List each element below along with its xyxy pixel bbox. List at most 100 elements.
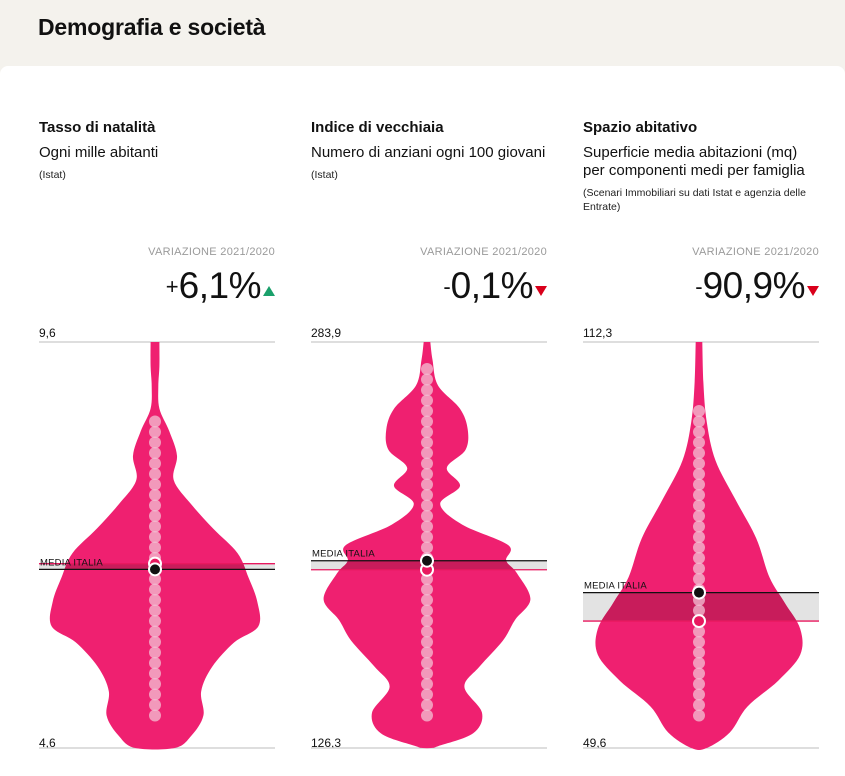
data-dot: [149, 489, 161, 501]
axis-max-label: 9,6: [39, 326, 56, 340]
data-dot: [149, 667, 161, 680]
data-dot: [693, 478, 705, 491]
data-dot: [421, 678, 433, 690]
data-dot: [149, 447, 161, 459]
data-dot: [149, 415, 161, 428]
data-dot: [421, 426, 433, 438]
data-dot: [149, 604, 161, 617]
chart-column-spazio-abitativo: Spazio abitativo Superficie media abitaz…: [583, 0, 819, 776]
variation-label: VARIAZIONE 2021/2020: [692, 246, 819, 258]
data-dot: [693, 709, 705, 722]
axis-min-label: 126,3: [311, 736, 342, 750]
data-dot: [421, 646, 433, 659]
data-dot: [149, 499, 161, 512]
axis-max-label: 283,9: [311, 326, 342, 340]
chart-subtitle-text: Ogni mille abitanti: [39, 144, 159, 161]
chart-source: (Istat): [311, 169, 338, 181]
chart-source: (Scenari Immobiliari su dati Istat e age…: [583, 187, 806, 213]
data-dot: [149, 426, 161, 438]
data-dot: [693, 699, 705, 711]
variation-number: 90,9%: [702, 265, 806, 306]
variation-label: VARIAZIONE 2021/2020: [148, 246, 275, 258]
chart-subtitle-text: Numero di anziani ogni 100 giovani: [311, 144, 546, 161]
variation-value: +6,1%: [166, 265, 275, 307]
data-dot: [421, 583, 433, 596]
data-dot: [693, 531, 705, 543]
variation-number: 0,1%: [450, 265, 534, 306]
chart-subtitle: Superficie media abitazioni (mq) per com…: [583, 144, 819, 214]
data-dot: [149, 625, 161, 638]
axis-max-label: 112,3: [583, 326, 613, 340]
data-dot: [421, 415, 433, 428]
data-dot: [693, 499, 705, 512]
chart-column-vecchiaia: Indice di vecchiaia Numero di anziani og…: [311, 0, 547, 776]
data-dot: [693, 552, 705, 564]
data-dot: [693, 510, 705, 522]
chart-column-natalita: Tasso di natalità Ogni mille abitanti (I…: [39, 0, 275, 776]
data-dot: [149, 699, 161, 711]
data-dot: [421, 520, 433, 533]
data-dot: [149, 636, 161, 648]
data-dot: [421, 384, 433, 396]
arrow-up-icon: [263, 286, 275, 296]
data-dot: [421, 394, 433, 407]
data-dot: [693, 646, 705, 659]
data-dot: [693, 604, 705, 617]
data-dot: [421, 531, 433, 543]
data-dot: [421, 373, 433, 386]
media-italia-marker: [148, 562, 162, 577]
data-dot: [693, 573, 705, 585]
data-dot: [693, 678, 705, 690]
data-dot: [421, 657, 433, 669]
data-dot: [149, 436, 161, 449]
data-dot: [421, 510, 433, 522]
data-dot: [149, 468, 161, 480]
data-dot: [149, 615, 161, 627]
chart-source: (Istat): [39, 169, 66, 181]
data-dot: [421, 625, 433, 638]
data-dot: [421, 541, 433, 554]
chart-subtitle: Numero di anziani ogni 100 giovani (Ista…: [311, 144, 547, 182]
data-dot: [693, 426, 705, 438]
media-italia-marker: [420, 553, 434, 568]
data-dot: [693, 562, 705, 575]
variation-value: -90,9%: [695, 265, 819, 307]
variation-number: 6,1%: [178, 265, 262, 306]
section-title: Demografia e società: [38, 14, 266, 40]
data-dot: [693, 489, 705, 501]
violin-chart: MEDIA ITALIA: [311, 341, 547, 749]
axis-min-label: 49,6: [583, 736, 607, 750]
data-dot: [693, 436, 705, 449]
data-dot: [149, 657, 161, 669]
data-dot: [149, 541, 161, 554]
variation-value: -0,1%: [443, 265, 547, 307]
variation-sign: -: [695, 274, 703, 299]
data-dot: [421, 667, 433, 680]
data-dot: [149, 520, 161, 533]
data-dot: [693, 657, 705, 669]
media-italia-label: MEDIA ITALIA: [584, 581, 647, 592]
data-dot: [421, 615, 433, 627]
data-dot: [693, 520, 705, 533]
data-dot: [421, 478, 433, 491]
media-italia-label: MEDIA ITALIA: [40, 557, 103, 568]
section-header: Demografia e società: [0, 0, 845, 66]
data-dot: [693, 415, 705, 428]
data-dot: [693, 688, 705, 701]
data-dot: [149, 583, 161, 596]
variation-sign: +: [165, 274, 179, 299]
data-dot: [421, 709, 433, 722]
data-dot: [149, 594, 161, 606]
data-dot: [693, 405, 705, 417]
data-dot: [149, 573, 161, 585]
arrow-down-icon: [535, 286, 547, 296]
data-dot: [421, 594, 433, 606]
variation-sign: -: [443, 274, 451, 299]
chart-title: Indice di vecchiaia: [311, 119, 444, 136]
data-dot: [693, 667, 705, 680]
media-italia-marker: [692, 585, 706, 600]
data-dot: [149, 531, 161, 543]
data-dot: [149, 510, 161, 522]
data-dot: [693, 636, 705, 648]
axis-min-label: 4,6: [39, 736, 56, 750]
